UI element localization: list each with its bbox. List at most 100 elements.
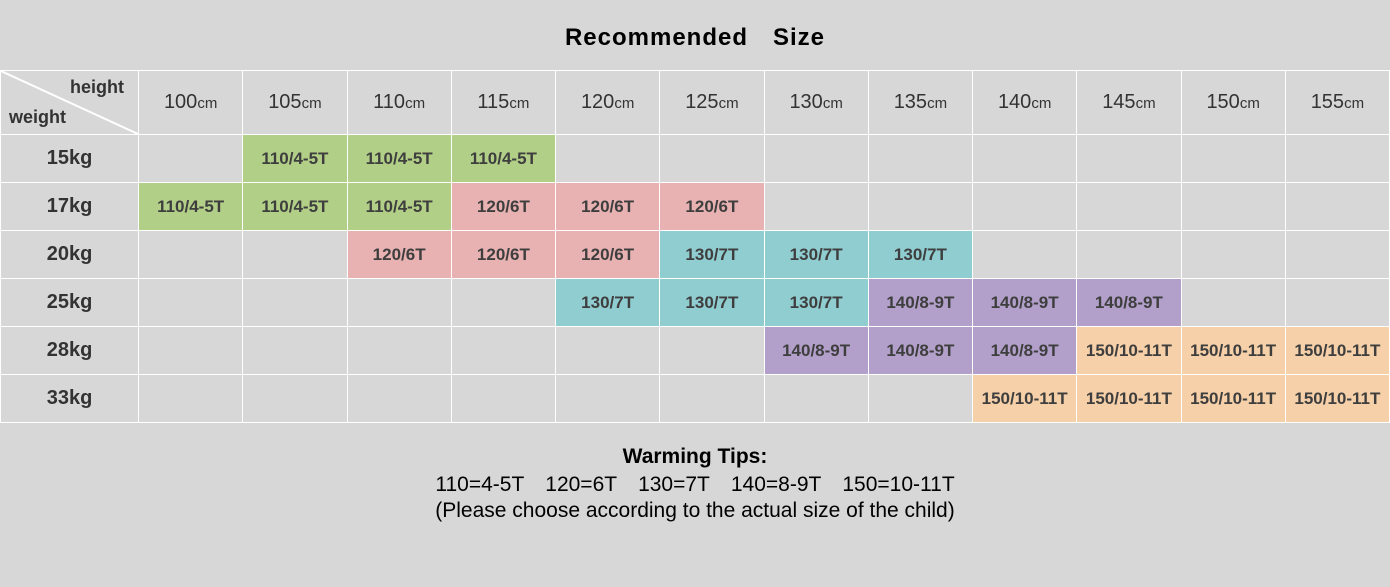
size-cell bbox=[139, 327, 243, 375]
size-cell bbox=[451, 279, 555, 327]
size-cell: 150/10-11T bbox=[973, 375, 1077, 423]
row-header-num: 28 bbox=[47, 339, 69, 361]
row-header-num: 33 bbox=[47, 387, 69, 409]
size-cell bbox=[1077, 231, 1181, 279]
size-cell bbox=[1285, 135, 1389, 183]
tips-block: Warming Tips: 110=4-5T 120=6T 130=7T 140… bbox=[0, 445, 1390, 523]
size-cell bbox=[1181, 231, 1285, 279]
size-cell bbox=[868, 183, 972, 231]
size-cell: 110/4-5T bbox=[139, 183, 243, 231]
size-cell bbox=[243, 327, 347, 375]
size-cell: 130/7T bbox=[660, 231, 764, 279]
row-header-num: 20 bbox=[47, 243, 69, 265]
col-header-unit: cm bbox=[719, 95, 739, 112]
col-header-unit: cm bbox=[405, 95, 425, 112]
size-cell: 140/8-9T bbox=[764, 327, 868, 375]
size-cell bbox=[139, 231, 243, 279]
table-row: 33kg150/10-11T150/10-11T150/10-11T150/10… bbox=[1, 375, 1390, 423]
row-header-unit: kg bbox=[69, 147, 92, 169]
size-cell bbox=[660, 375, 764, 423]
size-cell bbox=[347, 327, 451, 375]
col-header-num: 155 bbox=[1311, 91, 1344, 113]
col-header-num: 130 bbox=[789, 91, 822, 113]
size-cell: 120/6T bbox=[347, 231, 451, 279]
col-header-unit: cm bbox=[302, 95, 322, 112]
size-cell bbox=[556, 375, 660, 423]
table-row: 15kg110/4-5T110/4-5T110/4-5T bbox=[1, 135, 1390, 183]
size-cell: 150/10-11T bbox=[1285, 375, 1389, 423]
size-cell bbox=[1285, 279, 1389, 327]
size-cell: 130/7T bbox=[764, 231, 868, 279]
size-cell bbox=[868, 375, 972, 423]
col-header: 155cm bbox=[1285, 71, 1389, 135]
size-cell: 150/10-11T bbox=[1285, 327, 1389, 375]
tips-title: Warming Tips: bbox=[0, 445, 1390, 469]
col-header-num: 125 bbox=[685, 91, 718, 113]
col-header: 130cm bbox=[764, 71, 868, 135]
col-header: 140cm bbox=[973, 71, 1077, 135]
size-cell: 120/6T bbox=[556, 231, 660, 279]
col-header-num: 105 bbox=[268, 91, 301, 113]
size-cell: 140/8-9T bbox=[973, 327, 1077, 375]
size-cell: 140/8-9T bbox=[868, 327, 972, 375]
row-header-unit: kg bbox=[69, 387, 92, 409]
size-cell: 150/10-11T bbox=[1181, 375, 1285, 423]
size-cell bbox=[1285, 183, 1389, 231]
size-cell bbox=[1077, 135, 1181, 183]
size-cell: 110/4-5T bbox=[347, 183, 451, 231]
tips-mapping: 110=4-5T 120=6T 130=7T 140=8-9T 150=10-1… bbox=[0, 473, 1390, 497]
row-header-unit: kg bbox=[69, 291, 92, 313]
size-cell: 110/4-5T bbox=[243, 183, 347, 231]
col-header-unit: cm bbox=[1344, 95, 1364, 112]
col-header-num: 120 bbox=[581, 91, 614, 113]
size-cell: 140/8-9T bbox=[973, 279, 1077, 327]
size-cell bbox=[973, 231, 1077, 279]
col-header-unit: cm bbox=[614, 95, 634, 112]
col-header-unit: cm bbox=[1136, 95, 1156, 112]
table-body: 15kg110/4-5T110/4-5T110/4-5T17kg110/4-5T… bbox=[1, 135, 1390, 423]
row-header: 20kg bbox=[1, 231, 139, 279]
size-cell: 120/6T bbox=[451, 183, 555, 231]
size-cell: 150/10-11T bbox=[1181, 327, 1285, 375]
row-header-unit: kg bbox=[69, 339, 92, 361]
size-cell bbox=[764, 183, 868, 231]
col-header: 125cm bbox=[660, 71, 764, 135]
size-cell: 110/4-5T bbox=[451, 135, 555, 183]
size-cell bbox=[1077, 183, 1181, 231]
col-header: 100cm bbox=[139, 71, 243, 135]
size-cell bbox=[973, 183, 1077, 231]
row-header: 17kg bbox=[1, 183, 139, 231]
size-cell: 150/10-11T bbox=[1077, 375, 1181, 423]
size-table: height weight 100cm105cm110cm115cm120cm1… bbox=[0, 70, 1390, 423]
table-row: 28kg140/8-9T140/8-9T140/8-9T150/10-11T15… bbox=[1, 327, 1390, 375]
size-cell bbox=[764, 135, 868, 183]
row-header-num: 25 bbox=[47, 291, 69, 313]
col-header: 145cm bbox=[1077, 71, 1181, 135]
size-cell bbox=[973, 135, 1077, 183]
size-cell bbox=[1181, 135, 1285, 183]
col-header-unit: cm bbox=[509, 95, 529, 112]
size-cell bbox=[243, 231, 347, 279]
size-chart-container: Recommended Size height weight 100cm105c… bbox=[0, 0, 1390, 541]
size-cell bbox=[451, 375, 555, 423]
size-cell: 120/6T bbox=[660, 183, 764, 231]
size-cell bbox=[556, 135, 660, 183]
row-header: 28kg bbox=[1, 327, 139, 375]
col-header-unit: cm bbox=[823, 95, 843, 112]
col-header: 105cm bbox=[243, 71, 347, 135]
col-header-num: 110 bbox=[373, 91, 405, 113]
col-header-num: 145 bbox=[1102, 91, 1135, 113]
corner-bottom-label: weight bbox=[9, 107, 66, 128]
table-row: 17kg110/4-5T110/4-5T110/4-5T120/6T120/6T… bbox=[1, 183, 1390, 231]
col-header-unit: cm bbox=[927, 95, 947, 112]
size-cell bbox=[243, 279, 347, 327]
col-header-num: 115 bbox=[477, 91, 509, 113]
col-header: 135cm bbox=[868, 71, 972, 135]
size-cell bbox=[243, 375, 347, 423]
col-header-num: 135 bbox=[894, 91, 927, 113]
row-header-unit: kg bbox=[69, 195, 92, 217]
col-header: 110cm bbox=[347, 71, 451, 135]
size-cell bbox=[139, 279, 243, 327]
col-header-unit: cm bbox=[1031, 95, 1051, 112]
size-cell bbox=[660, 135, 764, 183]
